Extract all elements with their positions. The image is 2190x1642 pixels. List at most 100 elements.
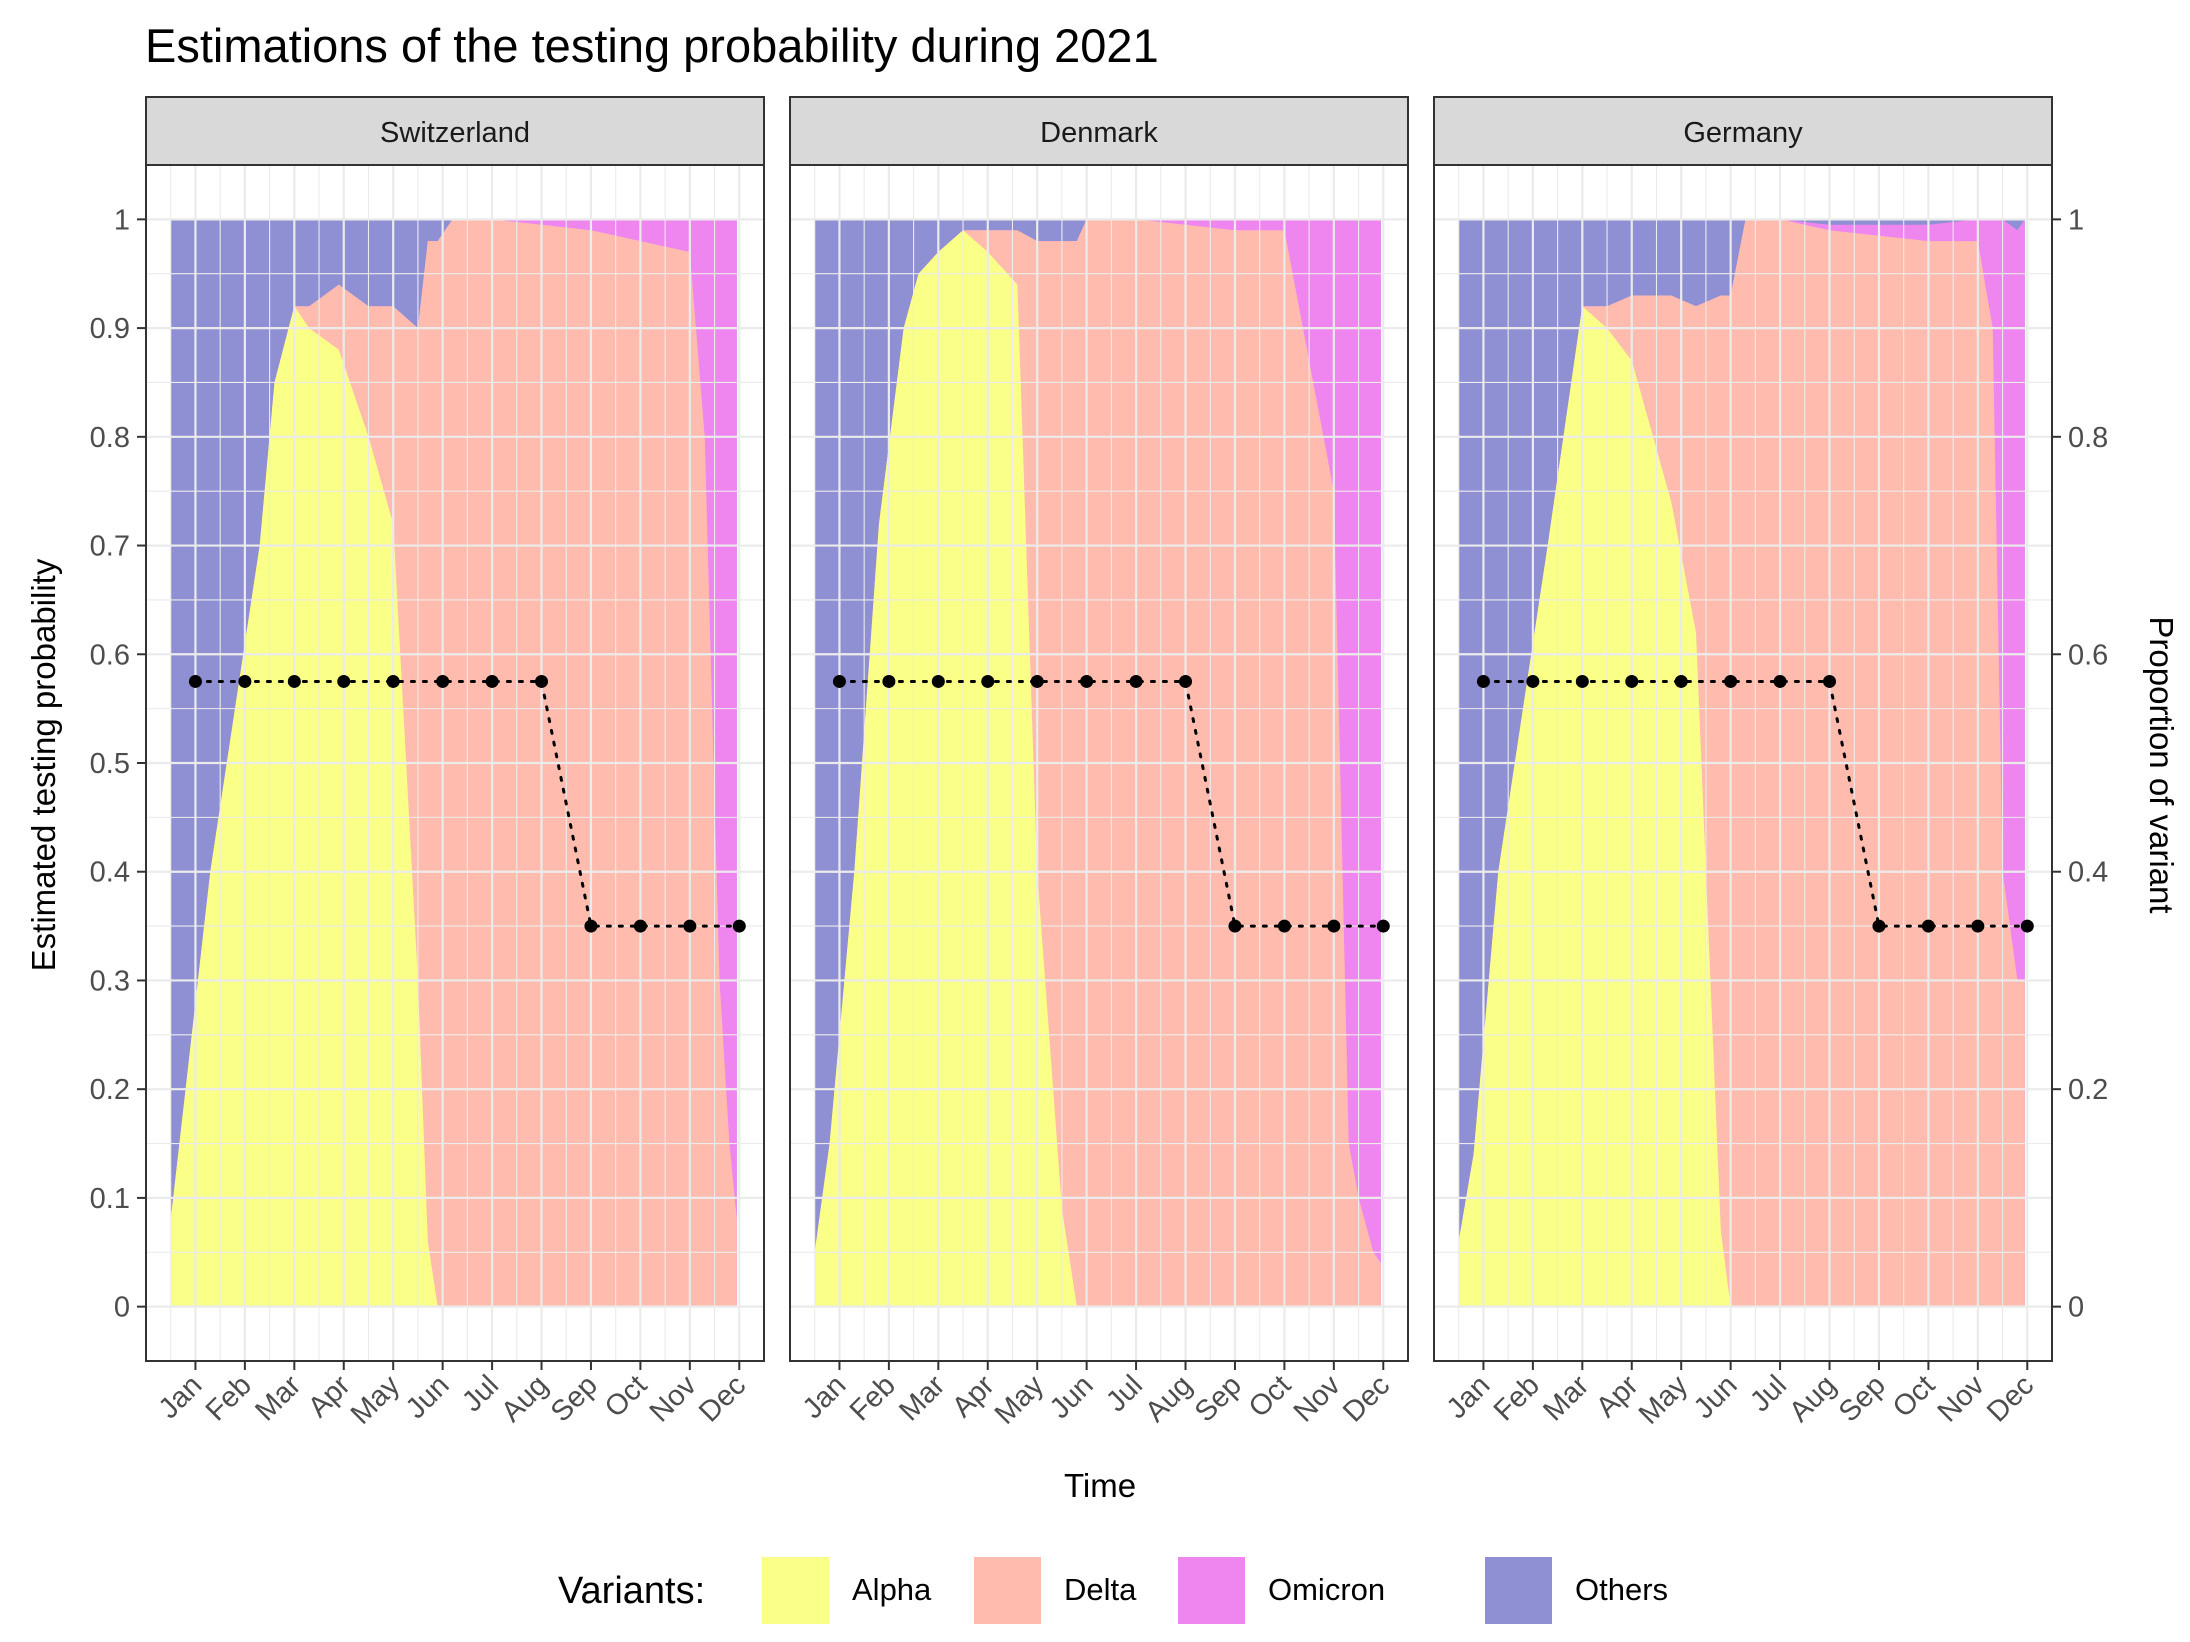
testing-probability-point xyxy=(1327,919,1341,933)
x-tick-label: Nov xyxy=(1932,1369,1991,1428)
y-tick-label: 0.7 xyxy=(90,531,130,563)
y2-tick-label: 0.2 xyxy=(2068,1074,2108,1106)
testing-probability-point xyxy=(1030,674,1044,688)
y-tick-label: 0.6 xyxy=(90,639,130,671)
testing-probability-point xyxy=(1129,674,1143,688)
y-tick-label: 0.8 xyxy=(90,422,130,454)
legend-key xyxy=(762,1557,829,1624)
legend-title: Variants: xyxy=(558,1570,705,1612)
x-tick-label: Jul xyxy=(1100,1369,1149,1418)
testing-probability-point xyxy=(1080,674,1094,688)
y2-tick-label: 0.8 xyxy=(2068,422,2108,454)
x-tick-label: Feb xyxy=(200,1369,258,1427)
x-tick-label: Sep xyxy=(1189,1369,1248,1428)
testing-probability-point xyxy=(584,919,598,933)
x-tick-label: Dec xyxy=(1337,1369,1396,1428)
x-tick-label: Sep xyxy=(1833,1369,1892,1428)
legend-label: Alpha xyxy=(852,1572,932,1607)
grid xyxy=(146,165,765,1361)
x-tick-label: Aug xyxy=(495,1369,554,1428)
testing-probability-point xyxy=(732,919,746,933)
panel-border xyxy=(1433,164,2053,1362)
testing-probability-point xyxy=(2020,919,2034,933)
testing-probability-point xyxy=(832,674,846,688)
y2-tick-label: 0.6 xyxy=(2068,639,2108,671)
x-tick-label: May xyxy=(345,1369,407,1431)
legend: Variants: Alpha Delta Omicron Others xyxy=(558,1557,1668,1624)
x-tick-label: Aug xyxy=(1139,1369,1198,1428)
testing-probability-point xyxy=(1872,919,1886,933)
testing-probability-point xyxy=(1921,919,1935,933)
testing-probability-point xyxy=(981,674,995,688)
testing-probability-point xyxy=(287,674,301,688)
x-tick-label: Sep xyxy=(545,1369,604,1428)
y2-tick-label: 0.4 xyxy=(2068,857,2108,889)
x-tick-label: Jul xyxy=(456,1369,505,1418)
x-tick-label: Jun xyxy=(400,1369,456,1425)
testing-probability-point xyxy=(931,674,945,688)
legend-key xyxy=(1485,1557,1552,1624)
area-alpha xyxy=(814,230,1381,1307)
x-tick-label: Oct xyxy=(1887,1369,1942,1424)
y-tick-label: 0 xyxy=(114,1292,130,1324)
testing-probability-point xyxy=(1823,674,1837,688)
testing-probability-point xyxy=(436,674,450,688)
testing-probability-point xyxy=(1773,674,1787,688)
legend-item-delta: Delta xyxy=(974,1557,1137,1624)
testing-probability-point xyxy=(1971,919,1985,933)
testing-probability-point xyxy=(1277,919,1291,933)
legend-key xyxy=(974,1557,1041,1624)
testing-probability-point xyxy=(386,674,400,688)
x-tick-label: Aug xyxy=(1783,1369,1842,1428)
legend-item-others: Others xyxy=(1485,1557,1668,1624)
x-tick-label: May xyxy=(989,1369,1051,1431)
x-tick-label: Feb xyxy=(844,1369,902,1427)
testing-probability-point xyxy=(1228,919,1242,933)
legend-label: Others xyxy=(1575,1572,1668,1607)
x-tick-label: Apr xyxy=(946,1369,1001,1424)
y-axis-title: Estimated testing probability xyxy=(25,558,62,971)
testing-probability-point xyxy=(633,919,647,933)
testing-probability-point xyxy=(882,674,896,688)
y-tick-label: 0.9 xyxy=(90,313,130,345)
testing-probability-point xyxy=(188,674,202,688)
x-tick-label: Nov xyxy=(1288,1369,1347,1428)
y-tick-label: 1 xyxy=(114,204,130,236)
testing-probability-point xyxy=(238,674,252,688)
x-tick-label: Jun xyxy=(1044,1369,1100,1425)
y-tick-label: 0.2 xyxy=(90,1074,130,1106)
testing-probability-point xyxy=(1179,674,1193,688)
testing-probability-point xyxy=(1575,674,1589,688)
legend-item-omicron: Omicron xyxy=(1178,1557,1385,1624)
x-tick-label: Jun xyxy=(1688,1369,1744,1425)
x-tick-label: Mar xyxy=(249,1369,307,1427)
grid xyxy=(1434,165,2053,1361)
y2-tick-label: 0 xyxy=(2068,1292,2084,1324)
x-tick-label: Mar xyxy=(1537,1369,1595,1427)
x-tick-label: Jul xyxy=(1744,1369,1793,1418)
y-tick-label: 0.1 xyxy=(90,1183,130,1215)
x-tick-label: Apr xyxy=(1590,1369,1645,1424)
y-tick-label: 0.3 xyxy=(90,965,130,997)
facet-strip xyxy=(145,96,765,166)
testing-probability-point xyxy=(1476,674,1490,688)
area-alpha xyxy=(1458,306,2025,1307)
testing-probability-point xyxy=(535,674,549,688)
x-tick-label: Jan xyxy=(1441,1369,1497,1425)
panel-border xyxy=(789,164,1409,1362)
x-tick-label: Oct xyxy=(1243,1369,1298,1424)
facet-label: Switzerland xyxy=(380,117,530,149)
facet-label: Denmark xyxy=(1040,117,1158,149)
y2-tick-label: 1 xyxy=(2068,204,2084,236)
x-tick-label: Apr xyxy=(302,1369,357,1424)
chart-title: Estimations of the testing probability d… xyxy=(145,19,1159,72)
y-tick-label: 0.5 xyxy=(90,748,130,780)
x-tick-label: Mar xyxy=(893,1369,951,1427)
testing-probability-point xyxy=(1376,919,1390,933)
testing-probability-point xyxy=(1526,674,1540,688)
